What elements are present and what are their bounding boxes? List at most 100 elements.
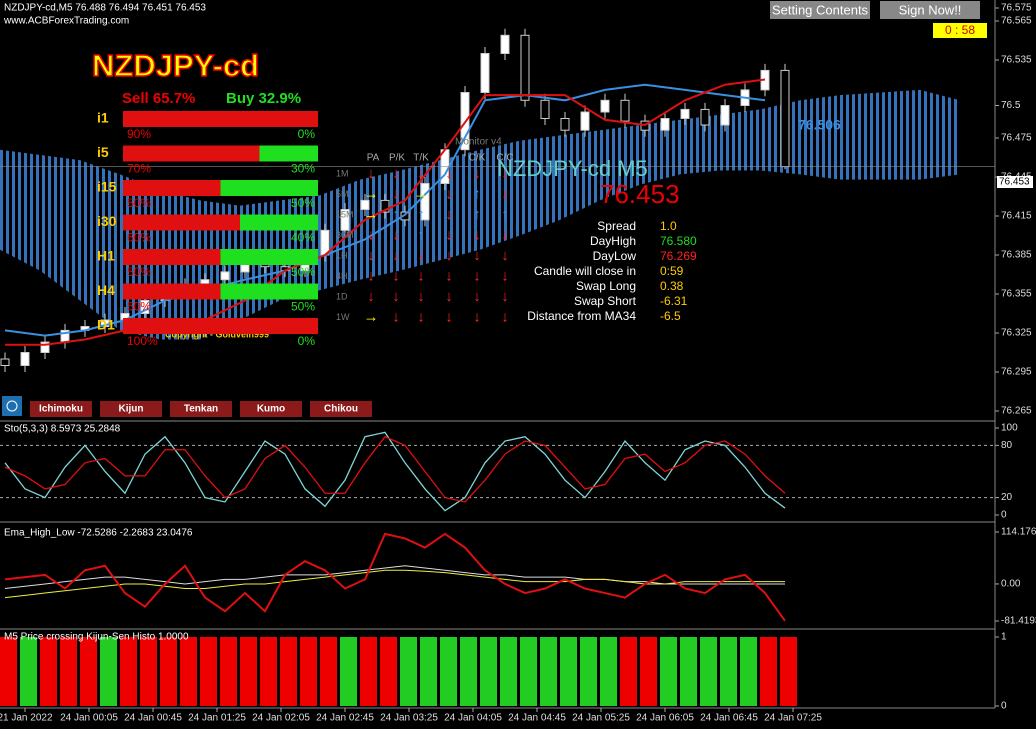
time-label: 24 Jan 00:05	[60, 713, 118, 724]
monitor-arrow: ↓	[445, 206, 453, 223]
price-box	[997, 176, 1033, 188]
time-label: 24 Jan 05:25	[572, 713, 630, 724]
y-tick-label: 76.325	[1001, 328, 1032, 339]
monitor-arrow: ↓	[367, 267, 375, 284]
histo-bar	[660, 637, 677, 706]
buy-bar	[220, 180, 318, 196]
toolbar-label[interactable]: Chikou	[324, 404, 358, 415]
histo-bar	[60, 637, 77, 706]
info-key: Distance from MA34	[527, 309, 636, 323]
monitor-arrow: ↓	[445, 165, 453, 182]
monitor-row: 1M	[336, 168, 349, 178]
monitor-arrow: ↓	[473, 226, 481, 243]
toolbar-button[interactable]	[240, 401, 302, 417]
timer: 0 : 58	[945, 23, 975, 37]
buy-total: Buy 32.9%	[226, 90, 301, 107]
time-label: 24 Jan 06:05	[636, 713, 694, 724]
sell-bar	[123, 249, 221, 265]
histo-bar	[780, 637, 797, 706]
monitor-arrow: ↓	[392, 185, 400, 202]
monitor-arrow: →	[364, 206, 379, 223]
candle-body	[620, 99, 630, 122]
candle-body	[0, 358, 10, 366]
candle-body	[520, 34, 530, 101]
monitor-arrow: ↓	[473, 165, 481, 182]
button[interactable]	[770, 1, 870, 19]
toolbar-icon[interactable]	[2, 396, 22, 416]
candle-body	[360, 199, 370, 210]
toolbar-label[interactable]: Ichimoku	[39, 404, 83, 415]
info-value: 76.269	[660, 249, 697, 263]
histo-bar	[20, 637, 37, 706]
info-value: 1.0	[660, 219, 677, 233]
y-tick-label: -81.4193	[1001, 616, 1036, 627]
monitor-arrow: ↓	[417, 247, 425, 264]
monitor-arrow: ↓	[392, 165, 400, 182]
candle-body	[480, 53, 490, 93]
monitor-arrow: ↓	[367, 247, 375, 264]
info-value: -6.31	[660, 294, 688, 308]
toolbar-button[interactable]	[30, 401, 92, 417]
monitor-arrow: ↓	[392, 308, 400, 325]
info-price: 76.453	[600, 179, 680, 209]
monitor-arrow: ↑	[417, 226, 425, 243]
histo-bar	[700, 637, 717, 706]
monitor-arrow: ↓	[392, 247, 400, 264]
histo-bar	[280, 637, 297, 706]
monitor-arrow: ↓	[501, 185, 509, 202]
monitor-row: 4H	[336, 271, 348, 281]
tf-label: H1	[97, 248, 115, 264]
histo-bar	[380, 637, 397, 706]
histo-bar	[760, 637, 777, 706]
price-box-label: 76.453	[999, 177, 1030, 188]
histo-bar	[340, 637, 357, 706]
candle-body	[340, 209, 350, 231]
sell-bar	[123, 283, 221, 300]
toolbar-label[interactable]: Kumo	[257, 404, 285, 415]
sell-bar	[123, 145, 260, 162]
histo-bar	[720, 637, 737, 706]
button[interactable]	[880, 1, 980, 19]
y-tick-label: 1	[1001, 632, 1007, 643]
monitor-arrow: ↓	[367, 165, 375, 182]
buy-label: 50%	[291, 300, 315, 314]
monitor-arrow: ↓	[417, 267, 425, 284]
button-label[interactable]: Setting Contents	[772, 2, 869, 17]
candle-body	[700, 108, 710, 126]
info-key: DayLow	[593, 249, 637, 263]
toolbar-button[interactable]	[310, 401, 372, 417]
y-tick-label: 76.535	[1001, 55, 1032, 66]
monitor-row: 1D	[336, 291, 348, 301]
button-label[interactable]: Sign Now!!	[899, 2, 962, 17]
monitor-arrow: ↓	[501, 247, 509, 264]
histo-bar	[240, 637, 257, 706]
monitor-arrow: →	[364, 308, 379, 325]
histo-bar	[440, 637, 457, 706]
toolbar-label[interactable]: Kijun	[119, 404, 144, 415]
monitor-arrow: →	[364, 185, 379, 202]
histo-bar	[740, 637, 757, 706]
tf-label: i30	[97, 213, 117, 229]
toolbar-button[interactable]	[170, 401, 232, 417]
chart-layer: 76.57576.56576.53576.576.47576.44576.415…	[0, 3, 1036, 712]
sell-label: 50%	[127, 265, 151, 279]
sell-label: 90%	[127, 127, 151, 141]
monitor-arrow: ↓	[501, 267, 509, 284]
histo-bar	[80, 637, 97, 706]
toolbar-label[interactable]: Tenkan	[184, 404, 218, 415]
candle-body	[680, 108, 690, 120]
time-label: 24 Jan 02:45	[316, 713, 374, 724]
candle-body	[580, 111, 590, 131]
histo-bar	[620, 637, 637, 706]
y-tick-label: 76.475	[1001, 133, 1032, 144]
monitor-arrow: ↓	[445, 267, 453, 284]
histo-label: M5 Price crossing Kijun-Sen Histo 1.0000	[4, 632, 189, 643]
toolbar-button[interactable]	[100, 401, 162, 417]
histo-bar	[460, 637, 477, 706]
monitor-header: C/C	[496, 153, 513, 164]
histo-bar	[180, 637, 197, 706]
monitor-arrow: ↓	[473, 288, 481, 305]
buy-label: 50%	[291, 196, 315, 210]
histo-bar	[220, 637, 237, 706]
